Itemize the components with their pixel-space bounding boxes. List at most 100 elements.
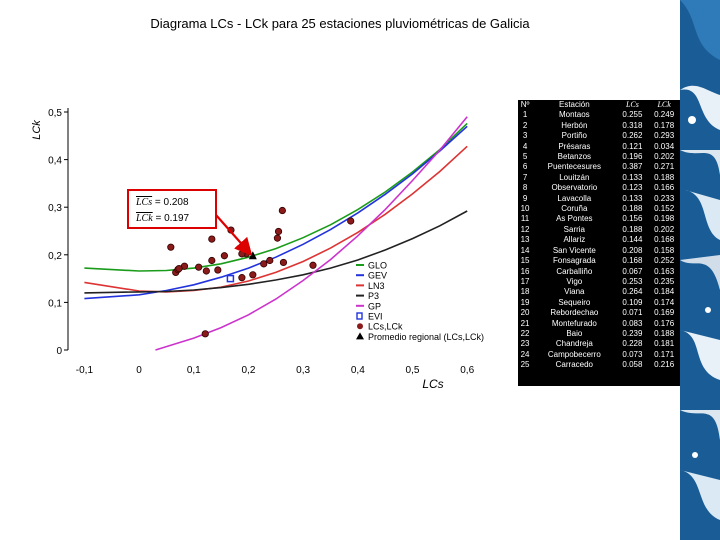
table-row: 13 Allariz 0.144 0.168 <box>518 235 680 245</box>
col-header-lck: LCk <box>657 100 671 109</box>
x-tick-label: 0,6 <box>460 365 474 376</box>
table-cell: 10 <box>520 204 530 214</box>
x-tick-label: 0,4 <box>351 365 365 376</box>
x-tick-label: 0,3 <box>296 365 310 376</box>
table-row: 1 Montaos 0.255 0.249 <box>518 110 680 120</box>
station-point <box>202 267 210 275</box>
table-row: 19 Sequeiro 0.109 0.174 <box>518 298 680 308</box>
table-cell: 0.235 <box>654 276 675 286</box>
table-row: 24 Campobecerro 0.073 0.171 <box>518 350 680 360</box>
table-cell: Herbón <box>561 120 588 130</box>
table-cell: 15 <box>520 256 530 266</box>
station-point <box>208 256 216 265</box>
station-point <box>266 256 274 265</box>
table-cell: 4 <box>522 141 528 151</box>
station-point <box>309 261 317 269</box>
station-point <box>238 274 246 282</box>
x-tick-label: 0 <box>136 365 142 376</box>
table-cell: 0.163 <box>654 266 675 276</box>
col-header-station: Estación <box>558 100 590 109</box>
table-row: 3 Portiño 0.262 0.293 <box>518 131 680 141</box>
table-cell: 0.253 <box>622 276 643 286</box>
table-cell: Baio <box>566 328 583 338</box>
series-line-gp <box>155 116 468 351</box>
scatter-plot: 0 0,1 0,2 0,3 0,4 0,5 -0,1 0 0,1 0,2 0,3 0,4 0,5 0,6 L… <box>31 108 484 391</box>
col-header-number: Nº <box>520 100 530 109</box>
station-point <box>238 250 246 258</box>
table-cell: Betanzos <box>557 152 592 162</box>
legend-label: GEV <box>368 271 387 281</box>
table-cell: 6 <box>522 162 528 172</box>
station-point <box>260 260 268 268</box>
table-cell: 0.188 <box>622 224 643 234</box>
table-cell: 0.156 <box>622 214 643 224</box>
table-cell: Observatorio <box>551 183 598 193</box>
table-cell: 0.293 <box>654 131 675 141</box>
series-line-gev <box>84 125 468 300</box>
table-row: 22 Baio 0.239 0.188 <box>518 329 680 339</box>
table-cell: Chandreja <box>555 339 593 349</box>
table-cell: 0.387 <box>622 162 643 172</box>
legend-label: GP <box>368 301 381 311</box>
table-row: 23 Chandreja 0.228 0.181 <box>518 339 680 349</box>
table-cell: 0.034 <box>654 141 675 151</box>
table-cell: 21 <box>520 318 530 328</box>
legend-label: Promedio regional (LCs,LCk) <box>368 332 484 342</box>
y-tick-label: 0,5 <box>48 108 62 119</box>
wave-decoration <box>680 0 720 540</box>
table-cell: 0.166 <box>654 183 675 193</box>
table-cell: 0.133 <box>622 193 643 203</box>
table-cell: 0.216 <box>654 360 675 370</box>
regional-mean-point <box>248 251 257 260</box>
table-cell: Rebordechao <box>550 308 599 318</box>
legend-label: LN3 <box>368 281 385 291</box>
table-cell: Carballiño <box>556 266 593 276</box>
station-point <box>201 330 209 338</box>
table-cell: 0.252 <box>654 256 675 266</box>
y-tick-label: 0,4 <box>48 156 62 167</box>
table-cell: 0.318 <box>622 120 643 130</box>
y-axis-label: LCk <box>31 120 43 140</box>
table-row: 17 Vigo 0.253 0.235 <box>518 277 680 287</box>
table-cell: 14 <box>520 245 530 255</box>
table-cell: Vigo <box>566 276 583 286</box>
table-cell: 0.176 <box>654 318 675 328</box>
table-cell: 0.202 <box>654 152 675 162</box>
chart-title: Diagrama LCs - LCk para 25 estaciones pl… <box>150 16 530 31</box>
table-cell: 0.233 <box>654 193 675 203</box>
table-cell: 24 <box>520 349 530 359</box>
table-cell: 19 <box>520 297 530 307</box>
table-row: 15 Fonsagrada 0.168 0.252 <box>518 256 680 266</box>
table-cell: 0.071 <box>622 308 643 318</box>
y-tick-label: 0,1 <box>48 298 62 309</box>
table-cell: Allariz <box>563 235 586 245</box>
table-cell: 13 <box>520 235 530 245</box>
legend-label: GLO <box>368 261 387 271</box>
y-tick-label: 0 <box>56 346 62 357</box>
stations-table: Nº Estación LCs LCk 1 Montaos 0.255 0.249 2 H… <box>518 100 680 386</box>
table-cell: 0.188 <box>654 328 675 338</box>
station-point <box>279 258 288 267</box>
table-cell: As Pontes <box>556 214 593 224</box>
table-cell: 8 <box>522 183 528 193</box>
table-cell: 0.178 <box>654 120 675 130</box>
station-point <box>347 217 355 225</box>
x-axis-label: LCs <box>422 377 443 391</box>
series-line-p3 <box>84 210 468 294</box>
table-cell: Louitzán <box>559 172 590 182</box>
table-cell: 0.188 <box>654 172 675 182</box>
table-row: 11 As Pontes 0.156 0.198 <box>518 214 680 224</box>
table-cell: 0.123 <box>622 183 643 193</box>
table-cell: 0.058 <box>622 360 643 370</box>
table-row: 5 Betanzos 0.196 0.202 <box>518 152 680 162</box>
table-cell: Carracedo <box>555 360 594 370</box>
legend-label: LCs,LCk <box>368 322 403 332</box>
table-cell: 25 <box>520 360 530 370</box>
table-cell: 0.188 <box>622 204 643 214</box>
table-cell: 0.121 <box>622 141 643 151</box>
table-cell: Montefurado <box>551 318 597 328</box>
table-cell: Viana <box>564 287 585 297</box>
table-cell: 22 <box>520 328 530 338</box>
station-point <box>195 263 203 271</box>
table-cell: 17 <box>520 276 530 286</box>
